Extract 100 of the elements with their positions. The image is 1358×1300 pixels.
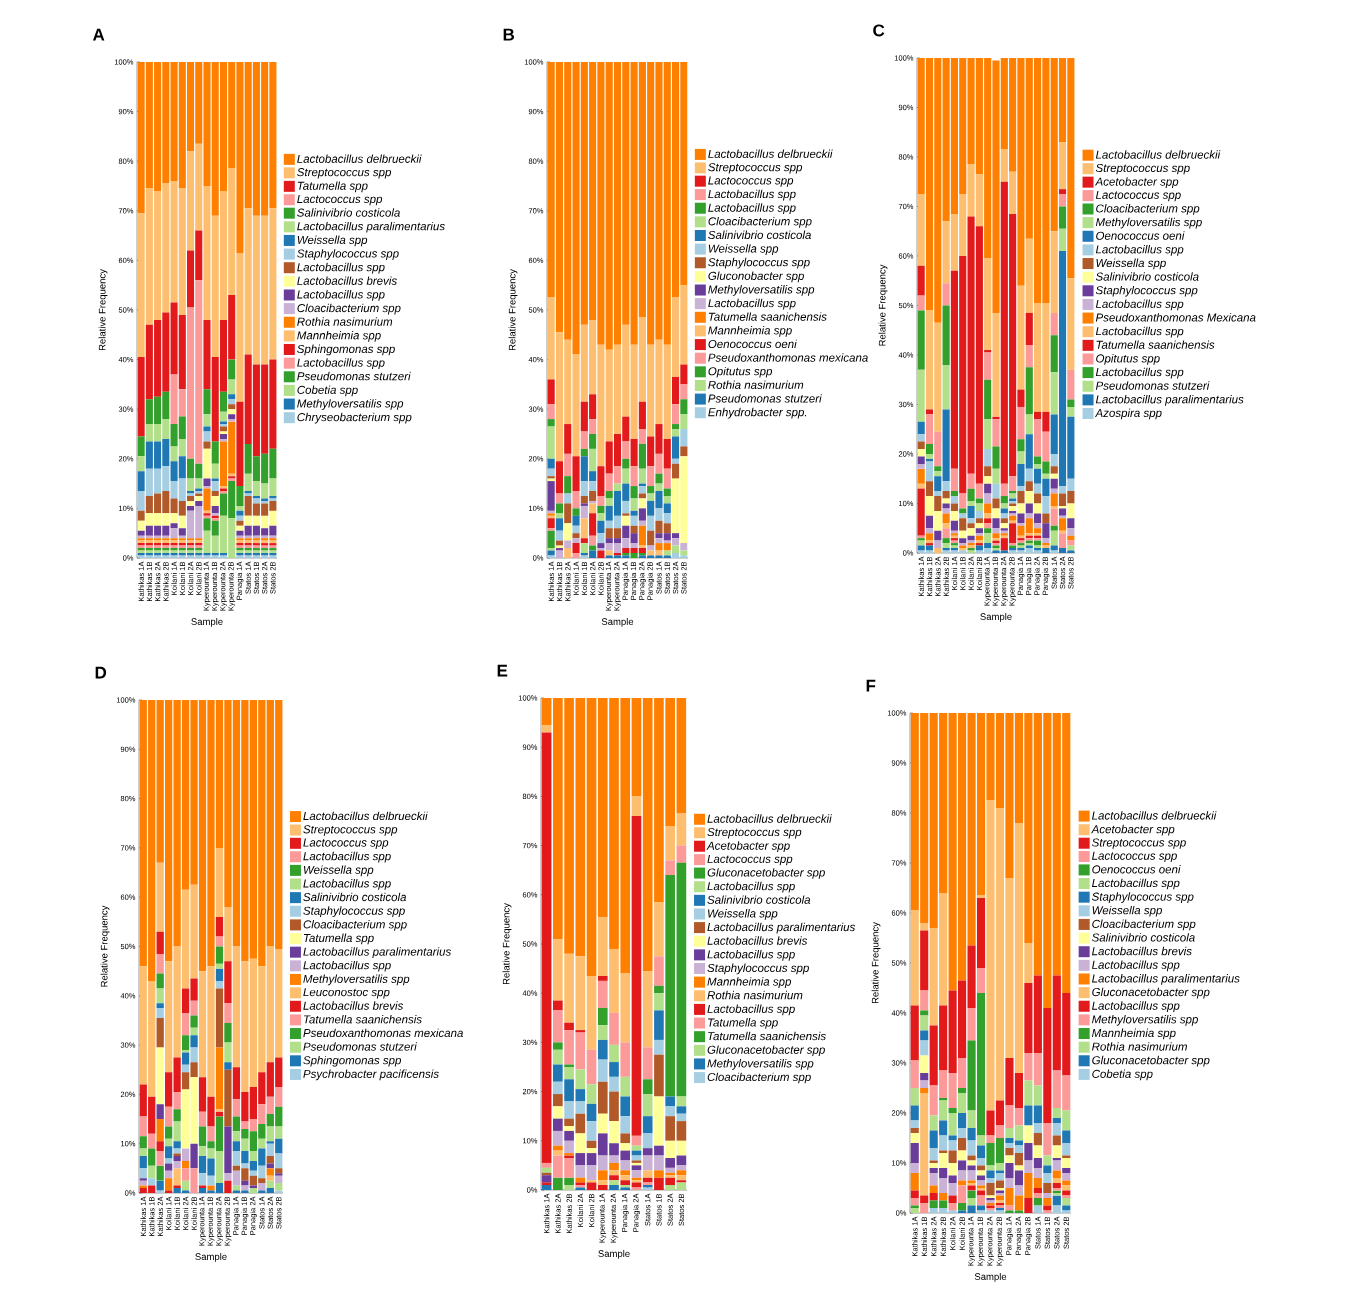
legend-label: Acetobacter spp <box>706 841 790 853</box>
bar <box>676 813 687 846</box>
legend-label: Gluconacetobacter spp <box>1092 1055 1210 1067</box>
bar <box>920 1055 929 1073</box>
bar <box>575 1153 586 1166</box>
bar <box>211 463 219 479</box>
bar <box>1033 1122 1042 1133</box>
bar <box>597 520 605 534</box>
bar <box>631 1145 642 1151</box>
bar <box>967 1160 976 1166</box>
bar <box>638 468 646 484</box>
bar <box>939 1192 948 1201</box>
bar <box>1000 513 1008 519</box>
y-axis-title: Relative Frequency <box>871 922 881 1004</box>
bar <box>642 1116 653 1134</box>
bar <box>1033 1085 1042 1106</box>
bar <box>942 538 950 544</box>
bar <box>555 540 564 546</box>
bar <box>1017 451 1025 464</box>
bar <box>676 1170 687 1176</box>
bar <box>541 1167 552 1173</box>
bar <box>195 500 203 506</box>
bar <box>586 1165 597 1181</box>
bar <box>630 543 638 549</box>
legend-label: Lactobacillus spp <box>1095 326 1184 338</box>
bar <box>215 1109 224 1112</box>
bar <box>934 471 942 477</box>
bar <box>1043 1197 1052 1206</box>
bar <box>1050 453 1058 467</box>
bar <box>547 426 555 459</box>
bar <box>1033 1177 1042 1188</box>
bar <box>942 523 950 529</box>
bar <box>942 528 950 539</box>
bar <box>925 444 934 454</box>
bar <box>1017 486 1025 492</box>
legend-label: Staphylococcus spp <box>1095 285 1198 297</box>
bar <box>580 503 588 506</box>
bar <box>1025 513 1033 519</box>
bar <box>165 1126 173 1139</box>
bar <box>203 486 211 489</box>
bar <box>597 1170 608 1181</box>
bar <box>564 1022 574 1031</box>
bar <box>228 414 236 420</box>
legend-label: Streptococcus spp <box>1095 163 1190 175</box>
bar <box>547 468 555 477</box>
legend-label: Mannheimia spp <box>707 977 792 988</box>
bar <box>665 1106 675 1117</box>
bar <box>609 1162 619 1171</box>
bar <box>589 448 597 472</box>
legend-label: Lactobacillus paralimentarius <box>1092 974 1240 985</box>
bar <box>950 503 958 511</box>
bar <box>992 483 1000 499</box>
bar <box>605 550 613 556</box>
bar <box>564 1126 574 1131</box>
legend-label: Tatumella saanichensis <box>708 1031 826 1041</box>
bar <box>647 545 655 551</box>
bar <box>173 1148 181 1154</box>
bar <box>984 518 992 524</box>
bar <box>547 550 555 556</box>
bar <box>948 1150 957 1163</box>
bar <box>948 1162 957 1176</box>
bar <box>975 528 983 534</box>
bar <box>942 283 950 306</box>
bar <box>1042 473 1050 479</box>
bar <box>215 946 224 964</box>
legend-label: Leuconostoc spp <box>303 988 390 999</box>
bar <box>1062 1197 1071 1206</box>
bar <box>638 498 646 509</box>
bar <box>976 1175 986 1181</box>
bar <box>638 525 646 546</box>
bar <box>137 436 145 457</box>
bar <box>976 1170 986 1176</box>
legend-label: Weissella spp <box>708 909 778 920</box>
x-axis-title: Sample <box>598 1250 630 1259</box>
bar <box>198 1111 207 1127</box>
bar <box>665 1116 675 1141</box>
bar <box>638 520 646 526</box>
bar <box>984 379 992 420</box>
bar <box>1050 473 1058 479</box>
bar <box>219 411 228 422</box>
y-axis-title: Relative Frequency <box>100 905 110 987</box>
bar <box>1062 1195 1071 1198</box>
bar <box>156 931 164 954</box>
bar <box>1052 1177 1061 1183</box>
bar <box>680 414 688 430</box>
bar <box>553 1000 563 1011</box>
legend-label: Lactobacillus spp <box>707 949 795 961</box>
bar <box>564 548 572 558</box>
bar <box>676 1106 687 1114</box>
bar <box>680 446 688 457</box>
bar <box>934 476 942 492</box>
bar <box>1062 1167 1071 1173</box>
bar <box>910 1205 919 1208</box>
legend-label: Weissella spp <box>1092 905 1162 917</box>
bar <box>597 1039 608 1060</box>
bar <box>580 543 588 554</box>
bar <box>950 496 958 504</box>
bar <box>622 468 630 484</box>
bar <box>958 1112 967 1128</box>
bar <box>181 1035 190 1051</box>
